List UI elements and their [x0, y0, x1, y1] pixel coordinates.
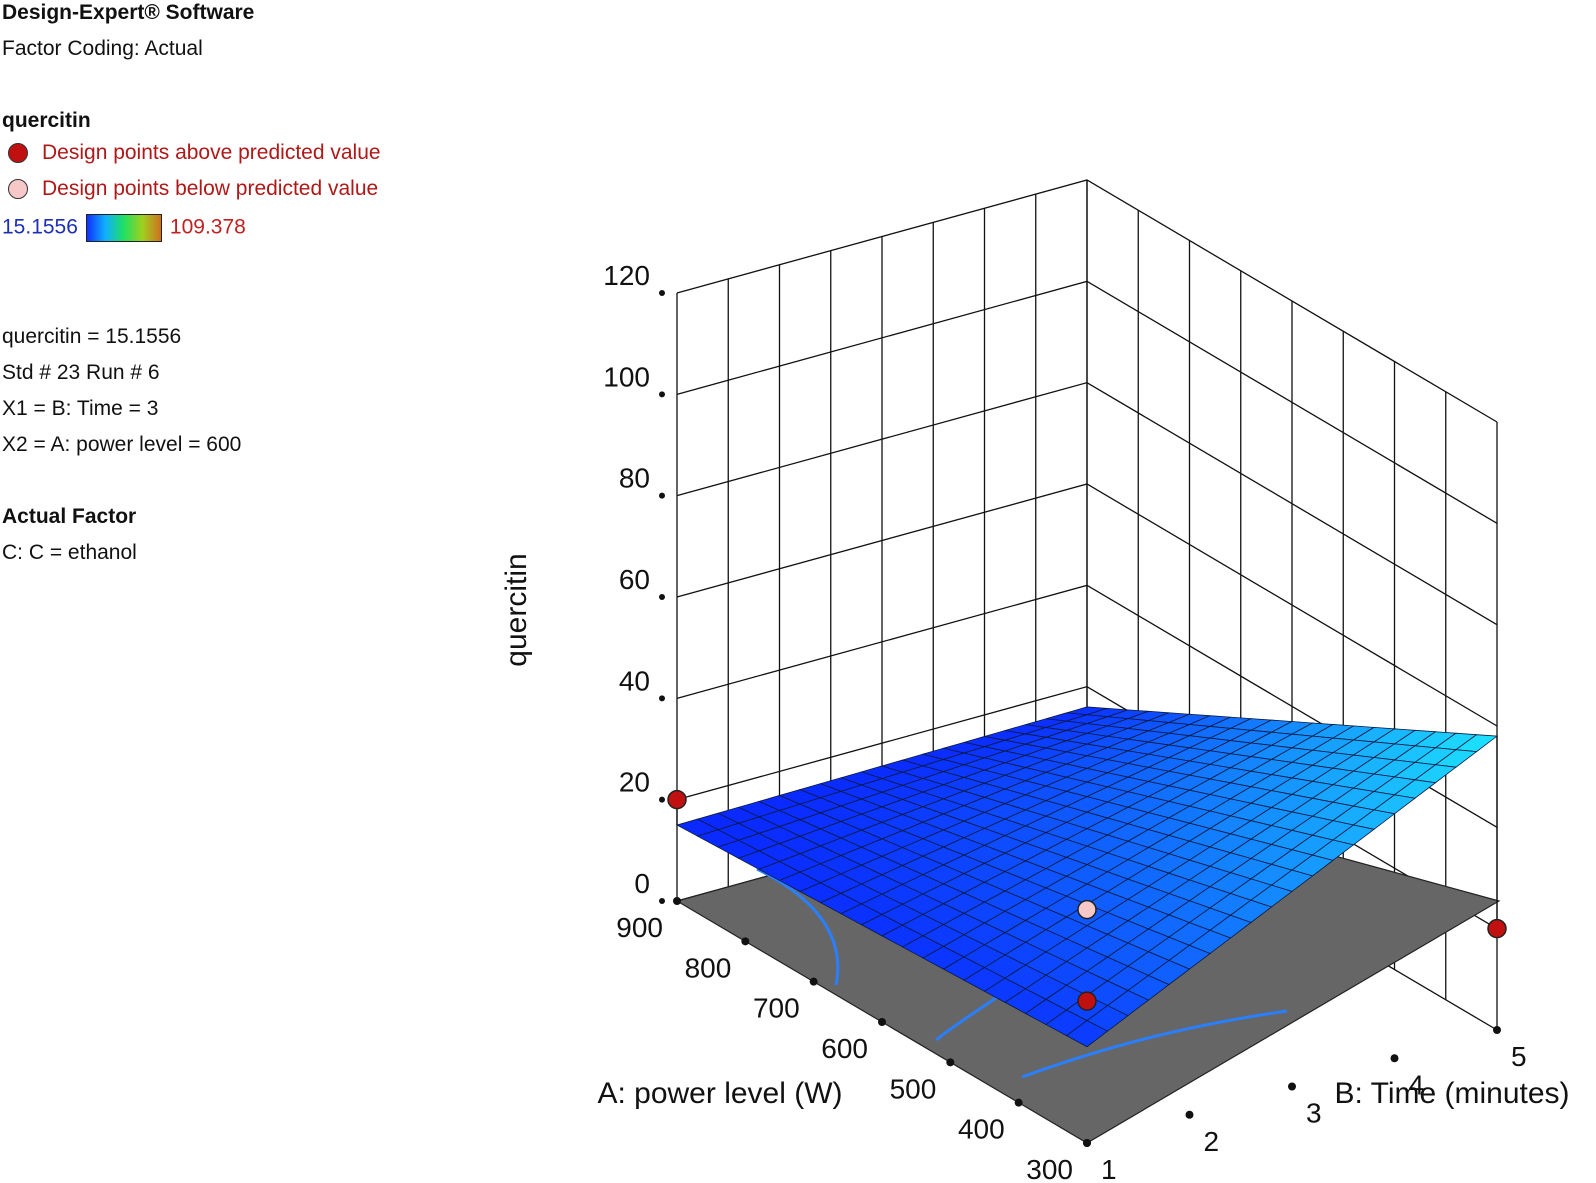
point-info-4: X2 = A: power level = 600	[2, 433, 242, 456]
b-tick-mark	[1390, 1054, 1399, 1063]
point-info-1: quercitin = 15.1556	[2, 325, 182, 348]
a-tick-label: 800	[685, 952, 732, 983]
legend-below-label: Design points below predicted value	[42, 177, 379, 200]
z-tick-mark	[659, 290, 665, 296]
design-point	[667, 789, 687, 810]
b-tick-label: 1	[1101, 1154, 1117, 1183]
z-tick-label: 60	[619, 564, 650, 595]
b-tick-mark	[1493, 1026, 1501, 1034]
a-tick-mark	[741, 937, 750, 946]
pink-dot-icon	[8, 179, 28, 200]
scale-max: 109.378	[169, 215, 246, 239]
b-tick-label: 4	[1409, 1069, 1425, 1100]
b-tick-label: 3	[1306, 1098, 1322, 1129]
response-name: quercitin	[2, 109, 91, 132]
z-tick-mark	[659, 695, 665, 702]
a-tick-mark	[673, 897, 681, 905]
legend-above: Design points above predicted value	[8, 141, 381, 165]
point-info-2: Std # 23 Run # 6	[2, 361, 160, 384]
response-surface	[675, 706, 1499, 1048]
a-tick-mark	[878, 1018, 886, 1026]
a-tick-label: 500	[890, 1073, 937, 1104]
z-tick-label: 0	[634, 868, 650, 899]
factor-coding: Factor Coding: Actual	[2, 37, 203, 60]
a-tick-mark	[809, 977, 818, 986]
actual-factor-title: Actual Factor	[2, 505, 137, 528]
z-tick-label: 120	[603, 260, 650, 291]
color-scale-bar	[85, 214, 162, 242]
red-dot-icon	[8, 143, 28, 164]
a-tick-label: 400	[958, 1114, 1005, 1145]
b-axis-ticks: 1 2 3 4 5	[1083, 1026, 1527, 1183]
actual-factor-value: C: C = ethanol	[2, 541, 137, 564]
b-axis-title: B: Time (minutes)	[1334, 1077, 1569, 1110]
z-tick-label: 20	[619, 767, 650, 798]
scale-min: 15.1556	[2, 215, 78, 239]
z-tick-label: 100	[603, 361, 650, 392]
z-axis-ticks: 0 20 40 60 80 100 120	[603, 260, 665, 904]
z-tick-mark	[659, 391, 665, 398]
z-axis-title: quercitin	[500, 553, 533, 666]
color-scale: 15.1556 109.378	[2, 214, 246, 244]
a-tick-label: 900	[616, 912, 663, 943]
legend-below: Design points below predicted value	[8, 177, 378, 201]
design-point	[1487, 918, 1507, 939]
z-tick-mark	[659, 492, 665, 499]
a-tick-mark	[946, 1058, 955, 1067]
design-point	[1077, 991, 1097, 1011]
z-tick-label: 80	[619, 463, 650, 494]
b-tick-mark	[1185, 1110, 1194, 1119]
design-point	[1077, 899, 1097, 920]
contour-line	[1021, 1009, 1288, 1079]
a-axis-title: A: power level (W)	[597, 1077, 842, 1110]
legend-above-label: Design points above predicted value	[42, 141, 381, 164]
software-title: Design-Expert® Software	[2, 1, 255, 24]
z-tick-mark	[659, 594, 665, 600]
b-tick-mark	[1083, 1139, 1091, 1147]
point-info-3: X1 = B: Time = 3	[2, 397, 159, 420]
a-tick-label: 600	[821, 1033, 868, 1064]
z-tick-mark	[659, 796, 665, 803]
contour-line	[756, 867, 840, 986]
a-tick-label: 700	[753, 993, 800, 1024]
b-tick-label: 5	[1511, 1041, 1527, 1072]
b-tick-label: 2	[1204, 1126, 1220, 1157]
a-axis-ticks: 300 400 500 600 700 800 900	[616, 897, 1091, 1183]
a-tick-label: 300	[1026, 1154, 1073, 1183]
design-points	[667, 789, 1507, 1011]
b-tick-mark	[1288, 1082, 1296, 1091]
z-tick-mark	[659, 898, 665, 904]
a-tick-mark	[1014, 1098, 1023, 1107]
z-tick-label: 40	[619, 665, 650, 696]
surface-cell	[1065, 1020, 1109, 1048]
